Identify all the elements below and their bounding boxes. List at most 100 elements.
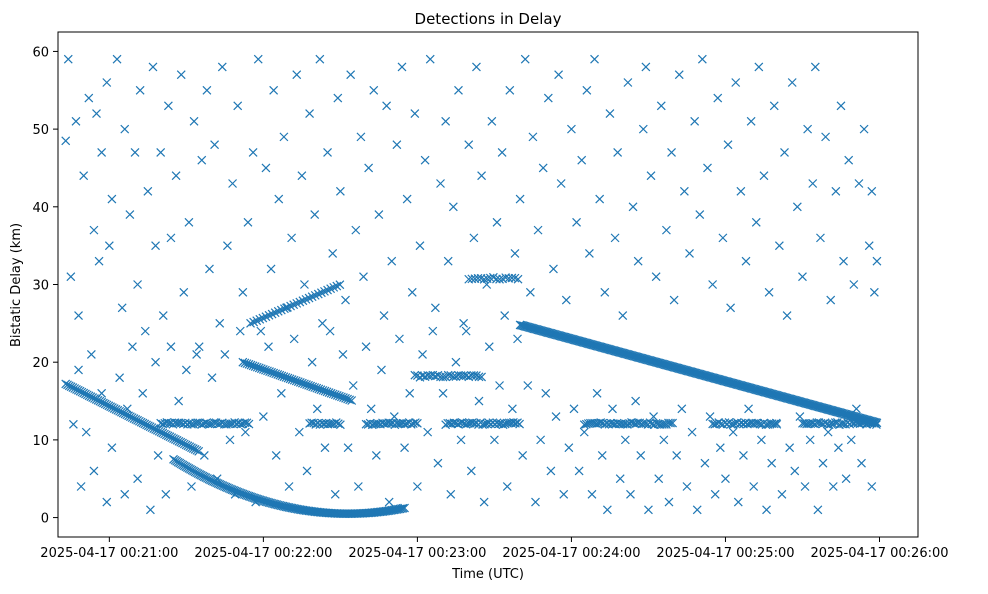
data-point [335,420,345,430]
data-point [84,93,94,103]
data-point [239,490,249,499]
data-point [513,334,522,344]
data-point [120,489,130,499]
data-point [289,334,299,344]
data-point [443,256,453,266]
data-point [194,342,204,352]
y-tick-label: 40 [32,201,49,216]
data-point [197,155,207,165]
data-point [274,194,284,204]
data-point [369,85,379,95]
data-point [361,342,371,352]
data-point [410,418,420,428]
data-point [310,210,320,220]
data-point [430,303,440,313]
data-point [554,70,564,80]
data-point [212,474,222,484]
data-point [561,295,571,305]
data-point [826,295,836,305]
data-point [187,482,196,491]
data-point [456,435,466,445]
data-point [710,489,720,499]
data-point [523,381,533,390]
data-point [731,78,741,87]
data-point [287,233,297,243]
data-point [690,116,700,126]
data-point [312,404,322,414]
data-point [446,489,456,499]
data-point [332,281,342,291]
chart-title: Detections in Delay [415,10,562,28]
data-point [79,171,89,181]
data-point [661,225,671,235]
data-point [569,404,579,414]
data-point [608,404,617,414]
data-point [307,292,317,302]
data-point [487,116,497,126]
data-point [479,497,489,507]
data-point [184,217,194,227]
data-point [477,372,487,382]
data-point [345,395,355,405]
data-point [347,396,357,405]
data-point [161,489,171,499]
data-point [600,287,610,297]
data-point [762,505,771,515]
data-point [343,443,353,453]
data-point [469,233,479,243]
x-tick-label: 2025-04-17 00:26:00 [810,546,948,561]
data-point [769,101,779,111]
data-point [833,443,843,453]
data-point [507,404,517,414]
data-point [329,282,339,292]
data-point [849,280,859,289]
data-point [256,326,266,336]
data-point [674,70,684,80]
data-point [510,273,520,283]
data-point [302,466,312,476]
data-point [518,450,528,460]
data-point [405,388,415,398]
data-point [672,450,682,460]
data-point [395,334,404,344]
data-point [192,445,202,455]
data-point [559,489,569,499]
data-point [89,225,99,235]
data-point [305,109,315,119]
data-point [63,54,73,64]
data-point [708,280,718,289]
data-point [651,272,661,282]
data-point [438,372,448,382]
data-point [366,404,376,414]
data-point [270,308,280,318]
data-point [582,85,592,95]
data-point [459,371,469,381]
data-point [441,116,451,126]
data-point [682,482,692,491]
data-point [567,124,576,134]
data-point [577,155,587,165]
data-point [869,287,879,297]
x-tick-label: 2025-04-17 00:21:00 [40,546,178,561]
data-point [857,458,866,468]
y-tick-label: 10 [32,434,49,449]
data-point [207,373,217,383]
data-point [721,474,730,484]
data-point [574,466,584,476]
data-point [777,489,787,499]
data-point [474,396,484,406]
y-tick-label: 30 [32,279,49,294]
data-point [728,427,738,437]
data-point [408,419,418,428]
y-tick-label: 20 [32,356,49,371]
data-point [412,418,422,428]
data-point [143,186,153,196]
data-point [276,388,286,398]
data-point [592,388,602,398]
data-point [248,147,258,157]
data-point [128,342,137,352]
data-point [469,370,479,380]
data-point [751,217,761,227]
data-point [515,419,525,429]
data-point [818,458,828,468]
